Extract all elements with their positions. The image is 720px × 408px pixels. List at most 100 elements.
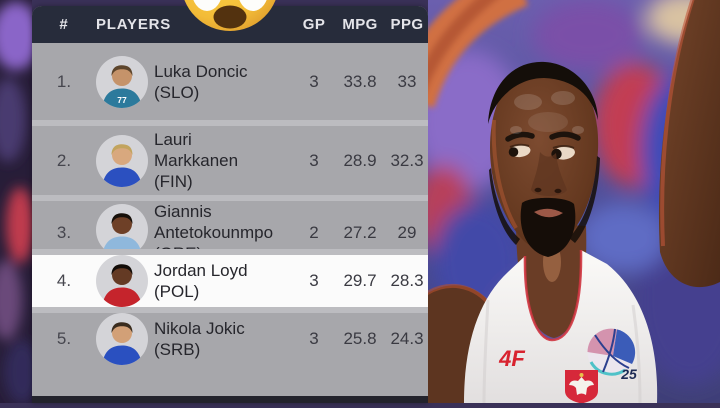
eurobasket-logo: 25 (587, 328, 637, 382)
shocked-emoji-art (184, 0, 276, 31)
avatar-head (112, 65, 132, 86)
mpg-cell: 25.8 (343, 329, 377, 348)
header-ppg: PPG (390, 16, 424, 33)
rank-cell: 4. (56, 271, 72, 290)
crowd-strip-art (0, 0, 40, 404)
table-row: 1. 77 Luka Doncic (SLO) 3 33.8 33 (32, 43, 428, 120)
avatar-head (112, 265, 132, 285)
eyebrow-right (549, 131, 581, 141)
player-avatar-art (102, 143, 142, 187)
nose (531, 152, 567, 196)
table-footer-bar (32, 396, 428, 403)
player-head (488, 61, 600, 257)
player-avatar (96, 134, 148, 187)
player-name-cell: Nikola Jokic (SRB) (154, 318, 294, 360)
player-avatar-art: 77 (102, 64, 142, 108)
avatar-head (112, 144, 132, 165)
mpg-cell: 29.7 (343, 271, 377, 290)
table-row: 2. Lauri Markkanen (FIN) 3 28.9 32.3 (32, 126, 428, 195)
player-name-cell: Lauri Markkanen (FIN) (154, 129, 294, 192)
avatar-jersey-number: 77 (117, 95, 127, 105)
rim-light (491, 119, 518, 229)
hair (488, 61, 598, 124)
avatar-hair (111, 322, 133, 333)
row-separator (32, 307, 428, 313)
player-name-line: (SLO) (154, 82, 200, 102)
rank-cell: 3. (56, 222, 72, 242)
avatar-head (112, 213, 132, 234)
player-name-cell: Jordan Loyd (POL) (154, 260, 294, 302)
gp-cell: 3 (309, 150, 319, 170)
mpg-cell: 27.2 (343, 222, 377, 242)
lips (534, 208, 563, 218)
ppg-cell: 28.3 (390, 271, 424, 290)
header-rank: # (59, 16, 69, 33)
raised-arm-left (428, 0, 529, 109)
player-avatar: 77 (96, 55, 148, 108)
gp-cell: 3 (309, 329, 319, 348)
row-separator (32, 195, 428, 201)
avatar-hair (111, 212, 133, 224)
poland-crest (565, 370, 598, 403)
sponsor-logo: 4F (498, 346, 525, 371)
mpg-cell: 33.8 (343, 71, 377, 91)
player-photo-art: 4F 25 (428, 0, 720, 403)
player-avatar-art (102, 322, 142, 365)
table-row: 4. Jordan Loyd (POL) 3 29.7 28.3 (32, 255, 428, 307)
gp-cell: 2 (309, 222, 319, 242)
jersey: 4F 25 (464, 249, 658, 403)
crowd-strip-left (0, 0, 40, 404)
table-row: 5. Nikola Jokic (SRB) 3 25.8 24.3 (32, 313, 428, 365)
gp-cell: 3 (309, 71, 319, 91)
table-rows: 1. 77 Luka Doncic (SLO) 3 33.8 33 2. Laur… (32, 43, 428, 396)
player-avatar (96, 313, 148, 365)
player-avatar (96, 203, 148, 256)
row-separator (32, 249, 428, 255)
player-name-line: Jordan Loyd (154, 261, 248, 280)
player-name-line: Antetokounmpo (154, 223, 274, 242)
player-name-line: Nikola Jokic (154, 319, 245, 338)
player-name-line: Markkanen (154, 151, 239, 170)
jersey-trim (523, 249, 583, 342)
avatar-hair (111, 64, 133, 76)
player-name-line: (FIN) (154, 172, 193, 191)
sweat-highlights (510, 91, 584, 134)
avatar-hair (111, 143, 133, 155)
avatar-jersey (102, 167, 142, 187)
player-photo: 4F 25 (428, 0, 720, 403)
header-gp: GP (302, 16, 326, 33)
eurobasket-year: 25 (620, 366, 637, 382)
ppg-cell: 24.3 (390, 329, 424, 348)
mpg-cell: 28.9 (343, 150, 377, 170)
ppg-cell: 32.3 (390, 150, 424, 170)
player-name-cell: Luka Doncic (SLO) (154, 61, 294, 103)
shocked-emoji-icon (180, 0, 280, 32)
neck-chest (516, 222, 587, 338)
player-avatar (96, 255, 148, 307)
gp-cell: 3 (309, 271, 319, 290)
player-stats-table: # PLAYERS GP MPG PPG 1. 77 Luka Doncic (S… (32, 6, 428, 403)
header-mpg: MPG (342, 16, 378, 33)
avatar-jersey (102, 88, 142, 108)
player-name-line: Lauri (154, 130, 192, 149)
eyebrow-left (505, 131, 535, 142)
player-name-line: (SRB) (154, 340, 201, 359)
avatar-head (112, 323, 132, 343)
rank-cell: 1. (56, 71, 72, 91)
player-name-line: Giannis (154, 202, 212, 221)
row-separator (32, 120, 428, 126)
raised-arm-right (658, 0, 720, 288)
player-avatar-art (102, 212, 142, 256)
avatar-jersey (102, 287, 142, 307)
player-name-line: (POL) (154, 282, 200, 301)
player-avatar-art (102, 264, 142, 307)
header-players: PLAYERS (96, 16, 172, 33)
player-name-line: Luka Doncic (154, 61, 248, 81)
rank-cell: 2. (56, 150, 72, 170)
avatar-jersey (102, 345, 142, 365)
avatar-hair (111, 264, 133, 275)
rank-cell: 5. (56, 329, 72, 348)
ppg-cell: 33 (397, 71, 417, 91)
